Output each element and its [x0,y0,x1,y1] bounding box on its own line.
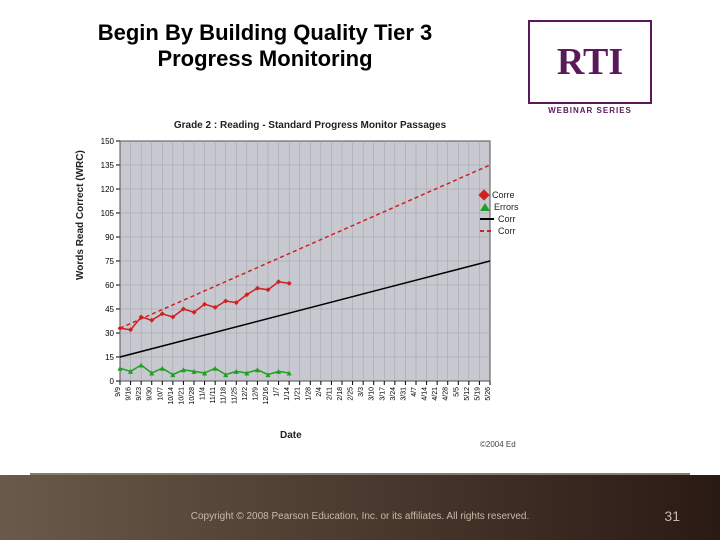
logo-sub-text: WEBINAR SERIES [510,106,670,115]
logo-box: RTI [528,20,652,104]
svg-text:4/21: 4/21 [432,387,439,401]
legend-item-corr-solid: Corr [480,214,519,224]
svg-text:10/28: 10/28 [189,387,196,405]
chart-ylabel: Words Read Correct (WRC) [75,150,86,280]
slide: Begin By Building Quality Tier 3 Progres… [0,0,720,540]
footer-copyright: Copyright © 2008 Pearson Education, Inc.… [0,511,720,522]
svg-text:5/12: 5/12 [464,387,471,401]
legend-label: Errors [494,202,519,212]
svg-text:12/9: 12/9 [252,387,259,401]
svg-text:4/7: 4/7 [411,387,418,397]
svg-text:3/3: 3/3 [358,387,365,397]
svg-text:3/10: 3/10 [369,387,376,401]
chart-xlabel: Date [280,430,302,441]
legend-item-corr-dash: Corr [480,226,519,236]
svg-text:4/28: 4/28 [443,387,450,401]
svg-text:11/18: 11/18 [221,387,228,404]
svg-text:10/7: 10/7 [157,387,164,401]
legend-label: Corr [498,226,516,236]
svg-text:11/25: 11/25 [231,387,238,404]
svg-text:3/24: 3/24 [390,387,397,401]
legend-item-errors: Errors [480,202,519,212]
svg-text:2/11: 2/11 [326,387,333,400]
svg-text:9/23: 9/23 [136,387,143,401]
svg-text:60: 60 [105,281,114,290]
legend-label: Corr [498,214,516,224]
svg-text:11/11: 11/11 [210,387,217,404]
svg-text:9/9: 9/9 [115,387,122,397]
svg-text:1/7: 1/7 [274,387,281,397]
svg-text:9/16: 9/16 [126,387,133,401]
chart-svg: 0 15 30 45 60 75 90 105 120 135 150 9/9 9/169/23 9/30… [80,131,500,431]
svg-text:1/14: 1/14 [284,387,291,401]
svg-text:10/21: 10/21 [178,387,185,405]
logo-main-text: RTI [557,43,623,81]
svg-text:4/14: 4/14 [422,387,429,401]
svg-text:12/16: 12/16 [263,387,270,405]
svg-text:105: 105 [101,209,115,218]
svg-text:5/26: 5/26 [485,387,492,401]
svg-text:90: 90 [105,233,114,242]
svg-text:15: 15 [105,353,114,362]
page-number: 31 [664,508,680,524]
chart-title: Grade 2 : Reading - Standard Progress Mo… [80,120,540,131]
slide-title: Begin By Building Quality Tier 3 Progres… [90,20,440,73]
svg-text:3/31: 3/31 [400,387,407,401]
svg-text:30: 30 [105,329,114,338]
svg-text:3/17: 3/17 [379,387,386,401]
svg-text:75: 75 [105,257,114,266]
chart-copyright: ©2004 Ed [480,440,516,449]
chart-legend: Corre Errors Corr Corr [480,190,519,238]
svg-text:12/2: 12/2 [242,387,249,401]
svg-text:0: 0 [110,377,115,386]
svg-text:11/4: 11/4 [200,387,207,400]
legend-label: Corre [492,190,515,200]
svg-text:9/30: 9/30 [147,387,154,401]
svg-text:5/5: 5/5 [453,387,460,397]
svg-text:10/14: 10/14 [168,387,175,405]
diamond-icon [478,189,489,200]
svg-text:5/19: 5/19 [474,387,481,401]
svg-text:120: 120 [101,185,115,194]
dash-line-icon [480,230,494,232]
svg-text:1/28: 1/28 [305,387,312,401]
footer-bar [0,475,720,540]
svg-text:135: 135 [101,161,115,170]
svg-text:2/25: 2/25 [348,387,355,401]
svg-text:1/21: 1/21 [295,387,302,401]
triangle-icon [480,203,490,211]
line-icon [480,218,494,220]
svg-text:150: 150 [101,137,115,146]
svg-text:2/4: 2/4 [316,387,323,397]
svg-text:45: 45 [105,305,114,314]
legend-item-correct: Corre [480,190,519,200]
chart-area: Grade 2 : Reading - Standard Progress Mo… [80,120,540,450]
svg-text:2/18: 2/18 [337,387,344,401]
